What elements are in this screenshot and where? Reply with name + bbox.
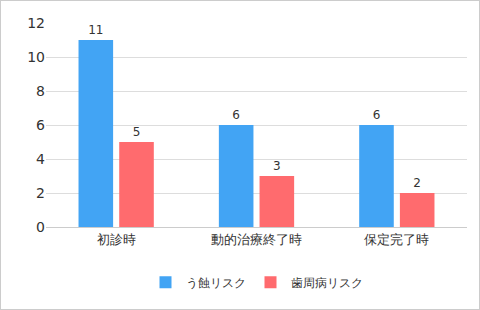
svg-text:5: 5 [133, 125, 141, 139]
svg-text:10: 10 [27, 49, 45, 65]
svg-text:6: 6 [36, 117, 45, 133]
svg-text:6: 6 [373, 108, 381, 122]
svg-text:12: 12 [27, 15, 45, 31]
svg-text:歯周病リスク: 歯周病リスク [291, 276, 363, 290]
svg-text:2: 2 [413, 176, 421, 190]
svg-text:う蝕リスク: う蝕リスク [186, 276, 246, 290]
svg-text:動的治療終了時: 動的治療終了時 [211, 232, 302, 247]
svg-text:4: 4 [36, 151, 45, 167]
svg-text:11: 11 [88, 23, 103, 37]
svg-text:6: 6 [232, 108, 240, 122]
svg-text:初診時: 初診時 [97, 232, 136, 247]
svg-text:8: 8 [36, 83, 45, 99]
svg-text:2: 2 [36, 185, 45, 201]
svg-text:保定完了時: 保定完了時 [364, 232, 429, 247]
svg-text:3: 3 [273, 159, 281, 173]
svg-text:0: 0 [36, 219, 45, 235]
